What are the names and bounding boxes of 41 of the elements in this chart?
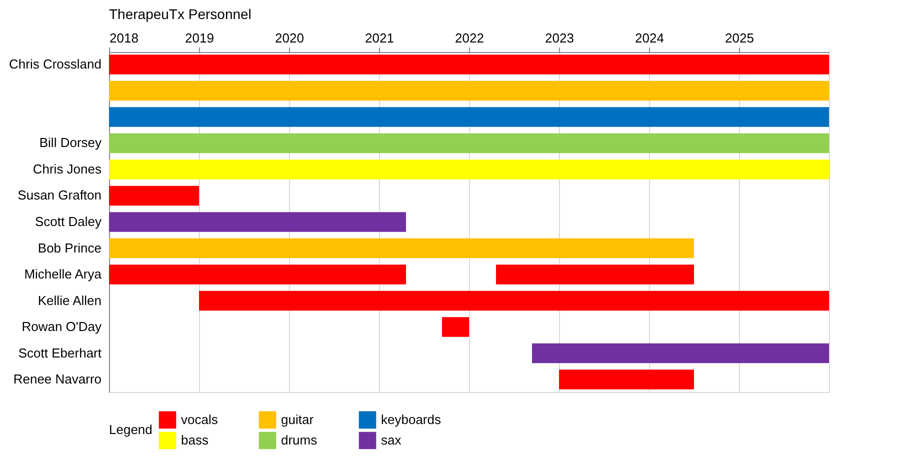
x-tick-label: 2022 — [455, 30, 484, 46]
bar — [109, 264, 406, 284]
y-tick-label: Bill Dorsey — [39, 135, 102, 150]
legend-title: Legend — [109, 422, 152, 437]
x-tick-label: 2024 — [635, 30, 664, 46]
bar — [109, 133, 829, 154]
bar — [532, 343, 829, 364]
legend-label: drums — [281, 432, 318, 448]
y-tick-label: Chris Jones — [32, 161, 102, 176]
legend-label: vocals — [181, 412, 218, 427]
x-tick-label: 2018 — [110, 30, 138, 46]
bar — [109, 212, 406, 232]
bar — [109, 160, 829, 180]
y-tick-label: Chris Crossland — [9, 56, 102, 72]
x-tick-label: 2019 — [185, 30, 214, 46]
bar — [559, 370, 694, 390]
bar — [109, 238, 694, 258]
x-tick-label: 2020 — [275, 30, 304, 46]
x-tick-label: 2025 — [725, 30, 754, 46]
y-tick-label: Renee Navarro — [13, 372, 102, 387]
bar — [496, 264, 694, 284]
bar — [442, 317, 469, 337]
y-tick-label: Bob Prince — [38, 240, 102, 256]
x-tick-label: 2023 — [545, 30, 574, 46]
x-tick-label: 2021 — [365, 30, 394, 46]
y-tick-label: Scott Daley — [35, 214, 102, 229]
y-tick-label: Kellie Allen — [38, 292, 102, 308]
bar — [109, 107, 829, 127]
chart-title: TherapeuTx Personnel — [109, 6, 252, 22]
legend-label: bass — [181, 432, 209, 448]
bar — [199, 290, 829, 311]
legend-label: sax — [381, 432, 402, 448]
bar — [109, 186, 199, 206]
legend-label: guitar — [281, 412, 314, 427]
y-tick-label: Michelle Arya — [24, 266, 102, 282]
y-tick-label: Scott Eberhart — [18, 345, 102, 360]
legend-label: keyboards — [381, 412, 442, 427]
y-tick-label: Susan Grafton — [18, 188, 102, 203]
bar — [109, 80, 829, 101]
bar — [109, 54, 829, 74]
y-tick-label: Rowan O'Day — [22, 319, 102, 334]
